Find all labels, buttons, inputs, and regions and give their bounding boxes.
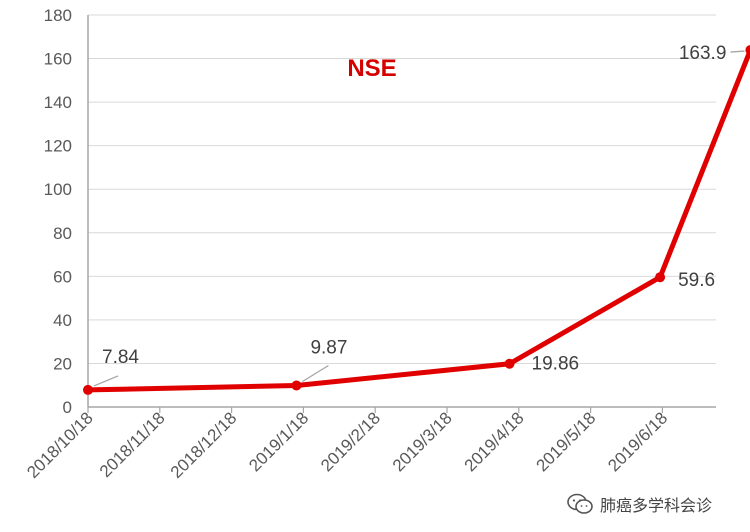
- y-tick-label: 20: [53, 354, 72, 373]
- watermark: 肺癌多学科会诊: [566, 492, 712, 516]
- data-label: 163.9: [679, 43, 727, 64]
- data-label-leader: [93, 375, 119, 387]
- x-tick-label: 2019/2/18: [317, 408, 384, 475]
- x-tick-label: 2019/3/18: [389, 408, 456, 475]
- chart-title: NSE: [347, 55, 396, 82]
- y-tick-label: 180: [44, 6, 72, 25]
- data-label-leader: [302, 364, 329, 383]
- y-axis-ticks: 0 20 40 60 80 100 120 140 160 180: [44, 6, 72, 417]
- y-tick-label: 60: [53, 267, 72, 286]
- data-point: [504, 358, 515, 369]
- data-label-leaders: [93, 50, 745, 387]
- y-tick-label: 0: [63, 398, 72, 417]
- x-tick-label: 2019/1/18: [245, 408, 312, 475]
- data-labels: 7.84 9.87 19.86 59.6 163.9: [102, 43, 726, 375]
- y-tick-label: 140: [44, 93, 72, 112]
- data-label: 19.86: [532, 354, 580, 375]
- data-label: 7.84: [102, 347, 139, 368]
- data-points: [83, 45, 750, 395]
- data-point: [745, 45, 750, 56]
- wechat-icon: [567, 493, 593, 514]
- x-tick-label: 2018/10/18: [23, 408, 97, 482]
- x-tick-label: 2019/4/18: [461, 408, 528, 475]
- gridlines: [88, 14, 716, 364]
- series-line: [85, 47, 750, 393]
- x-tick-label: 2019/6/18: [604, 408, 671, 475]
- y-tick-label: 100: [44, 180, 72, 199]
- watermark-text: 肺癌多学科会诊: [600, 496, 713, 515]
- y-tick-label: 160: [44, 50, 72, 69]
- y-tick-label: 80: [53, 224, 72, 243]
- x-tick-label: 2018/12/18: [167, 408, 241, 482]
- data-point: [655, 272, 666, 283]
- data-point: [291, 380, 302, 391]
- y-tick-label: 120: [44, 137, 72, 156]
- x-tick-label: 2018/11/18: [96, 408, 169, 481]
- data-label: 9.87: [310, 338, 347, 359]
- data-label: 59.6: [678, 270, 715, 291]
- data-point: [83, 384, 93, 395]
- data-label-leader: [730, 50, 745, 53]
- y-tick-label: 40: [53, 311, 72, 330]
- x-tick-label: 2019/5/18: [533, 408, 600, 475]
